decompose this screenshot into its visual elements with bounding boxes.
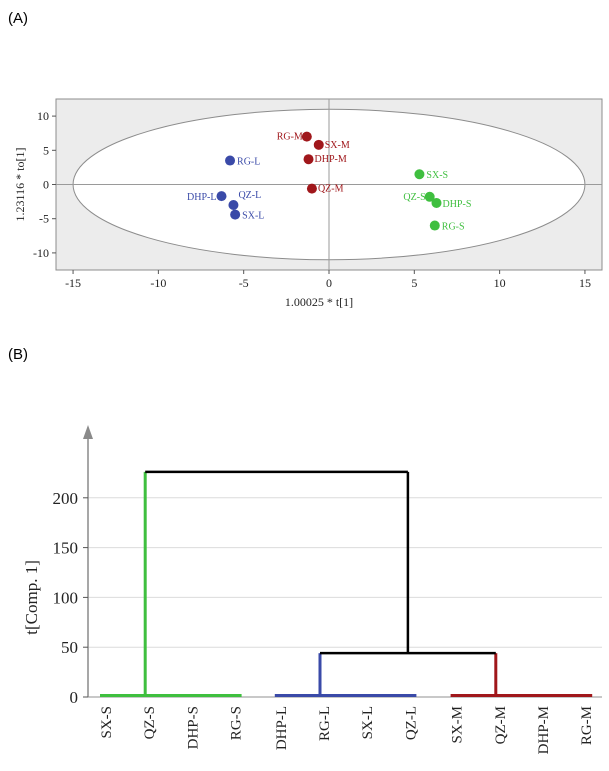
data-point-dhp-m (303, 154, 314, 165)
y-tick-label: 0 (70, 688, 79, 707)
data-label-rg-s: RG-S (442, 222, 465, 233)
data-point-dhp-l (216, 191, 227, 202)
y-tick-label: 5 (43, 143, 49, 157)
y-tick-label: 0 (43, 178, 49, 192)
data-point-sx-l (230, 209, 241, 220)
data-label-rg-m: RG-M (277, 132, 303, 143)
leaf-label-sx-s: SX-S (99, 706, 115, 739)
leaf-label-dhp-l: DHP-L (274, 706, 290, 750)
data-point-rg-l (225, 155, 236, 166)
y-tick-label: -5 (39, 212, 49, 226)
leaf-label-qz-s: QZ-S (142, 706, 158, 739)
opls-da-score-plot: -15 -10 -5 0 5 10 15 10 5 0 -5 -10 1.00025 * t[1] 1.2… (13, 98, 603, 309)
x-tick-label: -10 (150, 276, 166, 290)
y-tick-label: 10 (37, 109, 49, 123)
y-tick-label: 200 (53, 489, 79, 508)
leaf-label-rg-m: RG-M (579, 706, 595, 745)
x-tick-label: -5 (239, 276, 249, 290)
x-tick-label: -15 (65, 276, 81, 290)
x-tick-label: 10 (494, 276, 506, 290)
x-tick-label: 0 (326, 276, 332, 290)
data-label-sx-m: SX-M (325, 140, 350, 151)
x-axis-label: 1.00025 * t[1] (285, 295, 353, 309)
leaf-label-qz-m: QZ-M (493, 706, 509, 744)
data-point-qz-m (306, 183, 317, 194)
x-tick-label: 5 (411, 276, 417, 290)
leaf-label-sx-m: SX-M (450, 706, 466, 744)
y-axis-arrow (83, 425, 93, 439)
leaf-label-rg-l: RG-L (317, 706, 333, 741)
y-tick-label: 150 (53, 539, 79, 558)
y-axis-label: t[Comp. 1] (22, 560, 41, 635)
data-point-qz-s (424, 191, 435, 202)
data-point-sx-s (414, 169, 425, 180)
leaf-label-dhp-s: DHP-S (185, 706, 201, 749)
data-label-dhp-s: DHP-S (442, 199, 471, 210)
data-point-sx-m (313, 139, 324, 150)
data-point-qz-l (228, 200, 239, 211)
data-label-qz-m: QZ-M (318, 184, 344, 195)
data-label-dhp-m: DHP-M (315, 154, 347, 165)
panel-b-label: (B) (8, 346, 28, 363)
leaf-label-rg-s: RG-S (229, 706, 245, 740)
x-tick-label: 15 (579, 276, 591, 290)
leaf-label-sx-l: SX-L (360, 706, 376, 739)
data-label-dhp-l: DHP-L (187, 192, 216, 203)
data-label-rg-l: RG-L (237, 157, 260, 168)
data-point-rg-s (429, 220, 440, 231)
y-axis-label: 1.23116 * to[1] (13, 148, 27, 222)
data-label-qz-l: QZ-L (238, 190, 261, 201)
y-tick-label: -10 (33, 246, 49, 260)
data-label-sx-l: SX-L (242, 211, 264, 222)
data-label-qz-s: QZ-S (403, 192, 425, 203)
y-tick-label: 100 (53, 588, 79, 607)
leaf-label-dhp-m: DHP-M (536, 706, 552, 754)
data-point-dhp-s (431, 197, 442, 208)
y-tick-label: 50 (61, 638, 78, 657)
leaf-label-qz-l: QZ-L (403, 706, 419, 740)
panel-a-label: (A) (8, 10, 28, 27)
data-label-sx-s: SX-S (426, 170, 448, 181)
data-point-rg-m (301, 131, 312, 142)
